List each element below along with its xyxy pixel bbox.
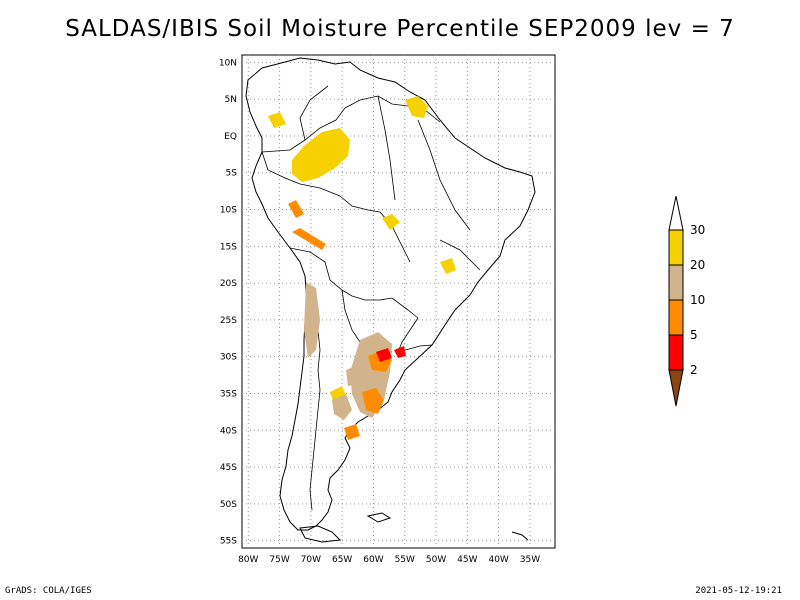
latitude-tick-label: 35S [220, 389, 237, 399]
latitude-labels: 10N 5N EQ 5S 10S 15S 20S 25S 30S 35S 40S 45S 50S 55S [219, 58, 237, 546]
render-timestamp: 2021-05-12-19:21 [695, 586, 782, 596]
grads-credit: GrADS: COLA/IGES [5, 586, 92, 596]
legend-swatch-2-5 [668, 334, 684, 371]
latitude-tick-label: 15S [220, 242, 237, 252]
south-america-coastline [245, 57, 536, 531]
longitude-tick-label: 60W [363, 555, 383, 565]
legend-label-2: 2 [690, 363, 698, 377]
legend-swatch-10-20 [668, 264, 684, 301]
patch-5-10-bolivia [292, 228, 326, 250]
legend-label-10: 10 [690, 293, 705, 307]
longitude-tick-label: 75W [269, 555, 289, 565]
latitude-tick-label: 45S [220, 463, 237, 473]
patch-10-20-andes-chile [304, 282, 320, 358]
longitude-tick-label: 65W [332, 555, 352, 565]
patch-20-30-amazon-west [292, 128, 350, 182]
latitude-tick-label: 55S [220, 537, 237, 547]
latitude-tick-label: EQ [224, 132, 237, 142]
map-title: SALDAS/IBIS Soil Moisture Percentile SEP… [65, 16, 735, 42]
patch-2-5-entre-rios [376, 348, 392, 362]
colorbar-legend: 30 20 10 5 2 [668, 195, 705, 407]
legend-label-20: 20 [690, 258, 705, 272]
longitude-tick-label: 50W [426, 555, 446, 565]
legend-swatch-below-2 [668, 369, 684, 407]
latitude-tick-label: 40S [220, 426, 237, 436]
longitude-tick-label: 80W [238, 555, 258, 565]
patch-20-30-central [382, 214, 400, 230]
patch-5-10-peru [288, 200, 304, 218]
latitude-tick-label: 10S [220, 206, 237, 216]
falklands-outline [366, 512, 392, 523]
latitude-tick-label: 25S [220, 316, 237, 326]
longitude-tick-label: 55W [395, 555, 415, 565]
percentile-patches [268, 96, 456, 440]
patch-10-20-central-arg [346, 366, 358, 386]
map-frame [241, 54, 556, 549]
latitude-tick-label: 10N [219, 58, 237, 68]
patch-20-30-north-rim [268, 112, 286, 128]
patch-5-10-bahia-blanca [344, 424, 360, 440]
longitude-tick-label: 35W [520, 555, 540, 565]
longitude-tick-label: 40W [488, 555, 508, 565]
latitude-tick-label: 5N [225, 95, 237, 105]
latitude-tick-label: 30S [220, 353, 237, 363]
south-georgia-outline [511, 531, 529, 541]
longitude-tick-label: 45W [457, 555, 477, 565]
latitude-tick-label: 50S [220, 500, 237, 510]
legend-label-30: 30 [690, 223, 705, 237]
graticule [242, 55, 555, 548]
patch-2-5-paraguay [394, 346, 406, 358]
legend-swatch-5-10 [668, 299, 684, 336]
longitude-labels: 80W 75W 70W 65W 60W 55W 50W 45W 40W 35W [238, 555, 540, 565]
legend-swatch-above-30 [668, 195, 684, 231]
patch-20-30-east [440, 258, 456, 274]
patch-10-20-patagonia [332, 394, 352, 420]
latitude-tick-label: 5S [226, 169, 238, 179]
legend-swatch-20-30 [668, 229, 684, 266]
patch-20-30-guiana [405, 96, 428, 118]
patch-5-10-buenos-aires [362, 388, 384, 414]
latitude-tick-label: 20S [220, 279, 237, 289]
longitude-tick-label: 70W [301, 555, 321, 565]
tierra-del-fuego-outline [299, 525, 342, 543]
legend-label-5: 5 [690, 328, 698, 342]
